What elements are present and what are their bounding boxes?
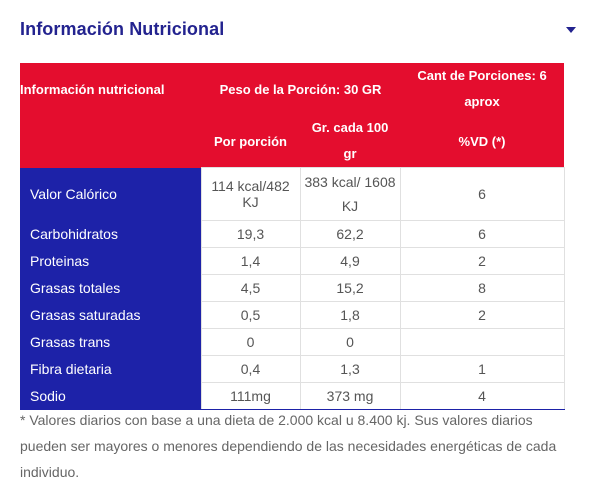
- cell-daily-value: 6: [399, 167, 565, 221]
- table-row: Proteinas 1,4 4,9 2: [20, 247, 565, 275]
- header-per-100g: Gr. cada 100 gr: [300, 115, 401, 168]
- row-label: Grasas saturadas: [20, 301, 201, 329]
- row-label: Fibra dietaria: [20, 355, 201, 383]
- cell-per-portion: 111mg: [200, 382, 301, 410]
- header-portion-count-text: Cant de Porciones: 6 aprox: [417, 68, 547, 109]
- cell-daily-value: 1: [399, 355, 565, 383]
- cell-per-100g: 1,8: [299, 301, 401, 329]
- table-row: Valor Calórico 114 kcal/482 KJ 383 kcal/…: [20, 167, 565, 221]
- cell-daily-value: [399, 328, 565, 356]
- nutrition-table: Información nutricional Peso de la Porci…: [20, 63, 565, 410]
- chevron-down-icon[interactable]: [566, 27, 576, 33]
- table-row: Fibra dietaria 0,4 1,3 1: [20, 355, 565, 383]
- cell-per-100g: 373 mg: [299, 382, 401, 410]
- table-row: Grasas trans 0 0: [20, 328, 565, 356]
- cell-per-portion: 114 kcal/482 KJ: [200, 167, 301, 221]
- cell-daily-value: 6: [399, 220, 565, 248]
- header-daily-value: %VD (*): [400, 115, 565, 168]
- header-per-100g-text: Gr. cada 100 gr: [311, 120, 389, 161]
- row-label: Sodio: [20, 382, 201, 410]
- cell-per-portion: 0,4: [200, 355, 301, 383]
- cell-per-100g: 383 kcal/ 1608 KJ: [299, 167, 401, 221]
- cell-per-100g: 0: [299, 328, 401, 356]
- table-row: Carbohidratos 19,3 62,2 6: [20, 220, 565, 248]
- cell-daily-value: 4: [399, 382, 565, 410]
- row-label: Grasas totales: [20, 274, 201, 302]
- cell-per-portion: 4,5: [200, 274, 301, 302]
- row-label: Proteinas: [20, 247, 201, 275]
- cell-daily-value: 2: [399, 247, 565, 275]
- cell-per-100g: 4,9: [299, 247, 401, 275]
- cell-per-portion: 19,3: [200, 220, 301, 248]
- header-empty-cell: [20, 115, 201, 168]
- header-portion-weight: Peso de la Porción: 30 GR: [201, 63, 401, 115]
- cell-per-100g: 62,2: [299, 220, 401, 248]
- section-title: Información Nutricional: [20, 19, 225, 39]
- cell-per-portion: 1,4: [200, 247, 301, 275]
- cell-per-100g: 1,3: [299, 355, 401, 383]
- section-header[interactable]: Información Nutricional: [20, 19, 580, 47]
- table-row: Sodio 111mg 373 mg 4: [20, 382, 565, 410]
- cell-per-100g-text: 383 kcal/ 1608 KJ: [304, 174, 396, 214]
- cell-per-portion: 0: [200, 328, 301, 356]
- cell-per-100g: 15,2: [299, 274, 401, 302]
- cell-daily-value: 2: [399, 301, 565, 329]
- table-row: Grasas totales 4,5 15,2 8: [20, 274, 565, 302]
- cell-per-portion: 0,5: [200, 301, 301, 329]
- row-label: Carbohidratos: [20, 220, 201, 248]
- header-portion-count: Cant de Porciones: 6 aprox: [400, 63, 565, 115]
- table-row: Grasas saturadas 0,5 1,8 2: [20, 301, 565, 329]
- nutrition-table-container: Información nutricional Peso de la Porci…: [20, 63, 565, 410]
- cell-daily-value: 8: [399, 274, 565, 302]
- header-per-portion: Por porción: [201, 115, 300, 168]
- row-label: Valor Calórico: [20, 167, 201, 221]
- header-nutrition-info: Información nutricional: [20, 63, 201, 115]
- row-label: Grasas trans: [20, 328, 201, 356]
- footnote: * Valores diarios con base a una dieta d…: [20, 412, 557, 480]
